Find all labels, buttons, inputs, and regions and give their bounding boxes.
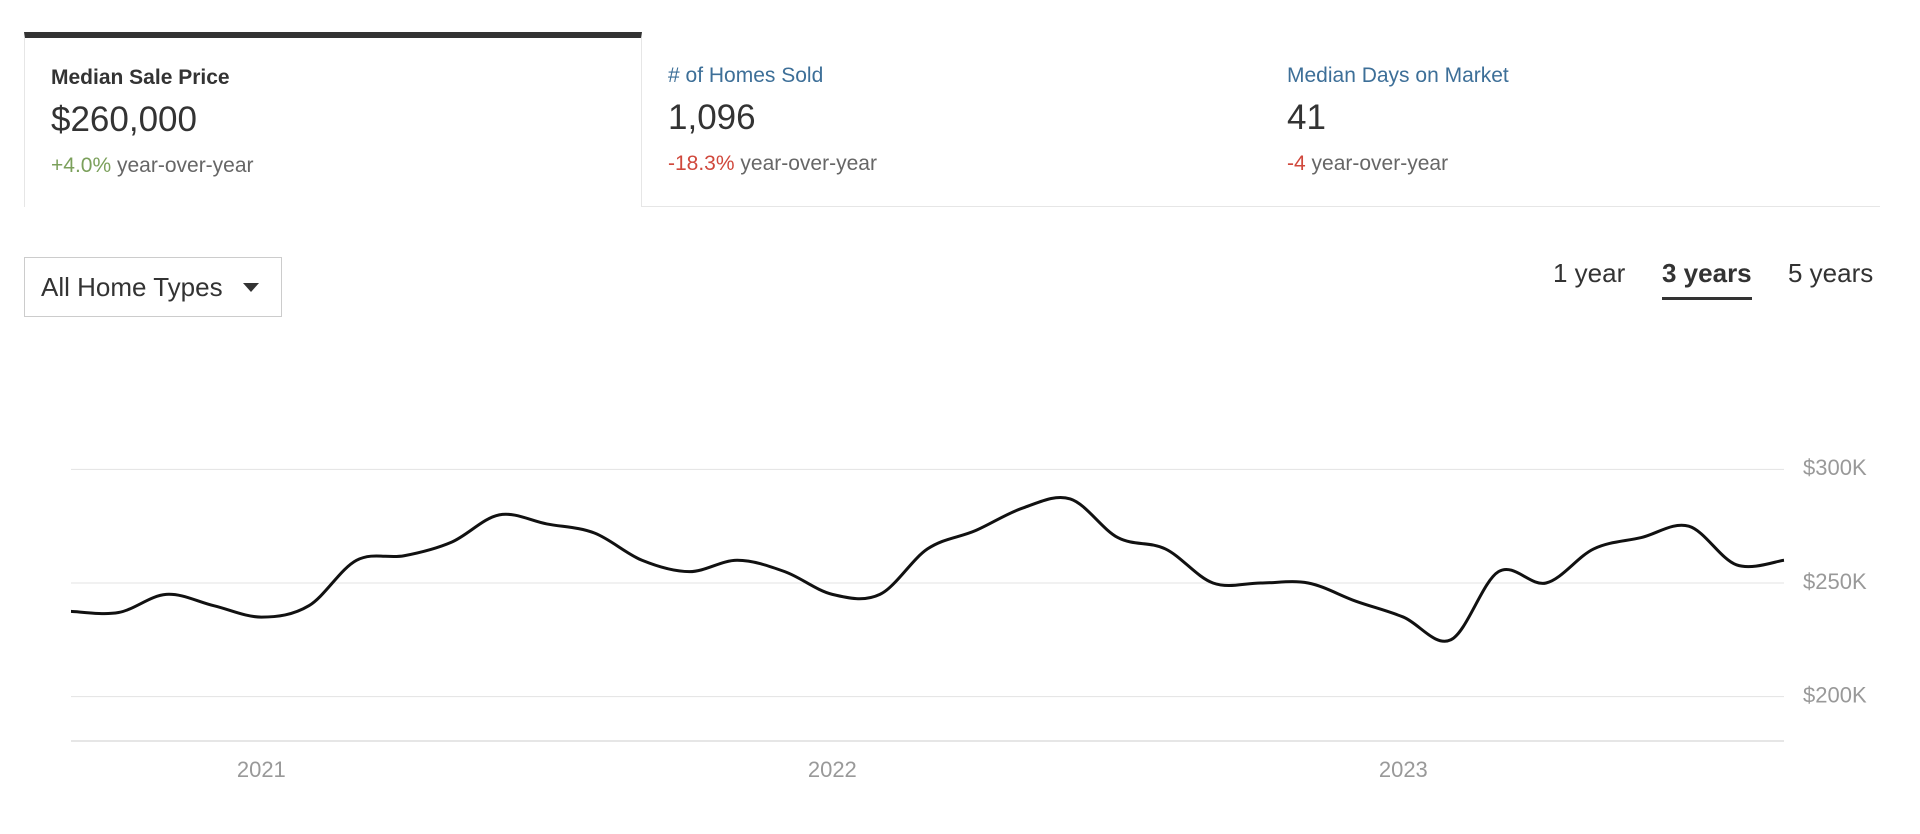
- change-value: +4.0%: [51, 154, 112, 177]
- dropdown-label: All Home Types: [41, 272, 223, 302]
- change-label: year-over-year: [116, 154, 254, 177]
- change-label: year-over-year: [1311, 152, 1449, 175]
- change-value: -4: [1287, 152, 1306, 175]
- price-line: [70, 496, 1785, 643]
- range-button[interactable]: 1 year: [1553, 258, 1626, 288]
- metric-change: -18.3% year-over-year: [668, 152, 877, 176]
- x-tick-label: 2021: [237, 757, 286, 782]
- metric-tabs: Median Sale Price $260,000 +4.0% year-ov…: [24, 32, 1880, 207]
- home-type-dropdown[interactable]: All Home Types: [24, 257, 282, 317]
- change-value: -18.3%: [668, 152, 735, 175]
- metric-change: +4.0% year-over-year: [51, 154, 254, 178]
- range-button[interactable]: 3 years: [1662, 258, 1752, 300]
- metric-title: Median Days on Market: [1287, 64, 1509, 87]
- y-tick-label: $300K: [1803, 455, 1867, 480]
- metric-value: $260,000: [51, 100, 197, 139]
- range-button[interactable]: 5 years: [1788, 258, 1874, 288]
- y-tick-label: $250K: [1803, 569, 1867, 594]
- dropdown-caret: [243, 283, 259, 292]
- change-label: year-over-year: [740, 152, 877, 175]
- metric-title: Median Sale Price: [51, 66, 230, 89]
- metric-tab[interactable]: Median Days on Market 41 -4 year-over-ye…: [1261, 32, 1880, 206]
- y-tick-label: $200K: [1803, 682, 1867, 707]
- x-tick-label: 2022: [808, 757, 857, 782]
- metric-title: # of Homes Sold: [668, 64, 824, 87]
- metric-value: 1,096: [668, 98, 756, 137]
- metric-value: 41: [1287, 98, 1326, 137]
- metric-tab[interactable]: Median Sale Price $260,000 +4.0% year-ov…: [24, 32, 642, 207]
- x-tick-label: 2023: [1379, 757, 1428, 782]
- metric-change: -4 year-over-year: [1287, 152, 1448, 176]
- metric-tab[interactable]: # of Homes Sold 1,096 -18.3% year-over-y…: [642, 32, 1261, 206]
